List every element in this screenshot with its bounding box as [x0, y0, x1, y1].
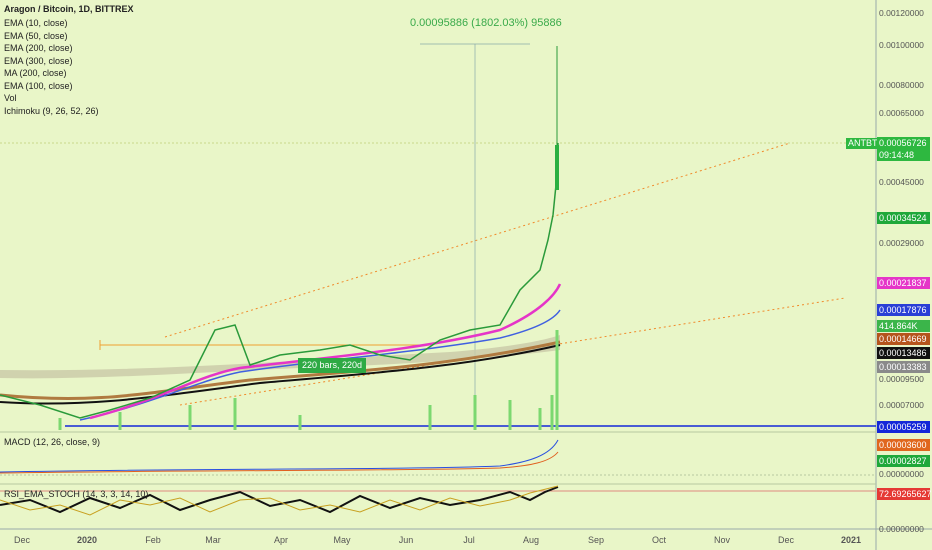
price-line	[0, 142, 559, 419]
signal-line	[0, 451, 559, 474]
price-tick-label: 0.00100000	[879, 40, 924, 50]
indicator-label: EMA (300, close)	[4, 55, 73, 66]
ema-line	[89, 283, 562, 420]
ma-line	[0, 344, 561, 405]
price-badge: 0.00056726	[877, 137, 930, 149]
candle	[555, 145, 559, 190]
rsi-line	[0, 486, 559, 514]
rsi-label: RSI_EMA_STOCH (14, 3, 3, 14, 10)	[4, 489, 149, 499]
value-badge: 0.00014669	[877, 333, 930, 345]
value-badge: 0.00021837	[877, 277, 930, 289]
trend-line	[164, 142, 791, 338]
indicator-label: MA (200, close)	[4, 68, 67, 78]
price-tick-label: 0.00009500	[879, 374, 924, 384]
price-tick-label: 0.00045000	[879, 177, 924, 187]
time-tick-label: Feb	[145, 535, 161, 545]
countdown-badge: 09:14:48	[877, 149, 930, 161]
time-tick-label: Aug	[522, 535, 540, 545]
stoch-line	[0, 485, 559, 516]
time-tick-label: 2021	[840, 535, 862, 545]
price-tick-label: 0.00000000	[879, 524, 924, 534]
price-tick-label: 0.00080000	[879, 80, 924, 90]
value-badge: 0.00013383	[877, 361, 930, 373]
time-tick-label: Jun	[398, 535, 414, 545]
time-tick-label: Nov	[713, 535, 731, 545]
plot-bg	[0, 0, 876, 530]
price-tick-label: 0.00007000	[879, 400, 924, 410]
macd-line	[0, 439, 559, 473]
indicator-label: Vol	[4, 93, 17, 103]
price-tick-label: 0.00120000	[879, 8, 924, 18]
time-tick-label: Mar	[205, 535, 221, 545]
ticker-badge: ANTBTC	[846, 138, 886, 149]
symbol-title: Aragon / Bitcoin, 1D, BITTREX	[4, 4, 134, 14]
time-tick-label: 2020	[76, 535, 98, 545]
time-tick-label: Jul	[463, 535, 475, 545]
measure-label: 0.00095886 (1802.03%) 95886	[410, 17, 562, 29]
value-badge: 0.00013486	[877, 347, 930, 359]
price-tick-label: 0.00029000	[879, 238, 924, 248]
indicator-label: EMA (200, close)	[4, 43, 73, 53]
time-tick-label: Oct	[651, 535, 667, 545]
value-badge: 0.00017876	[877, 304, 930, 316]
time-tick-label: May	[333, 535, 351, 545]
time-tick-label: Dec	[13, 535, 31, 545]
indicator-label: EMA (10, close)	[4, 18, 68, 28]
indicator-label: EMA (100, close)	[4, 80, 73, 91]
value-badge: 0.00005259	[877, 421, 930, 433]
volume-bar	[58, 330, 559, 430]
time-tick-label: Apr	[273, 535, 289, 545]
value-badge: 0.00002827	[877, 455, 930, 467]
value-badge: 72.69265627	[877, 488, 932, 500]
ichimoku-cloud	[0, 335, 560, 379]
range-label: 220 bars, 220d	[298, 358, 367, 373]
price-tick-label: 0.00065000	[879, 108, 924, 118]
macd-label: MACD (12, 26, close, 9)	[4, 437, 101, 447]
value-badge: 414.864K	[877, 320, 930, 332]
indicator-label: Ichimoku (9, 26, 52, 26)	[4, 105, 99, 116]
time-tick-label: Sep	[587, 535, 605, 545]
value-badge: 0.00034524	[877, 212, 930, 224]
price-tick-label: 0.00000000	[879, 469, 924, 479]
indicator-label: EMA (50, close)	[4, 30, 68, 41]
value-badge: 0.00003600	[877, 439, 930, 451]
time-tick-label: Dec	[777, 535, 795, 545]
ema-line	[0, 340, 561, 401]
